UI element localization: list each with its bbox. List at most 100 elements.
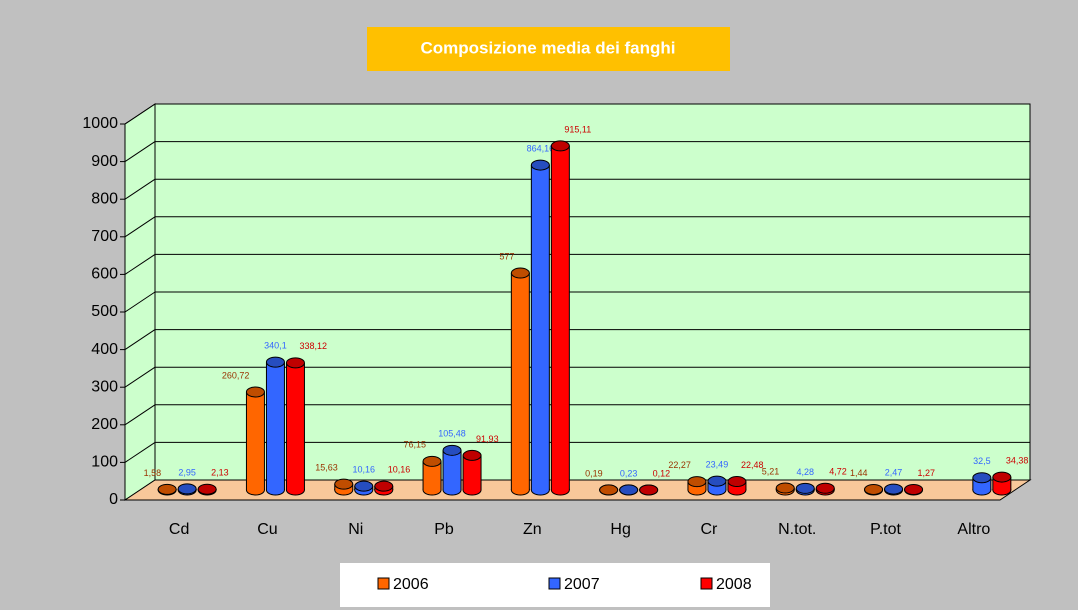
bar	[775, 482, 795, 496]
grid-line	[124, 253, 156, 275]
bar	[462, 449, 482, 496]
bar-top	[707, 475, 727, 487]
bar-top	[972, 472, 992, 484]
value-label: 2,95	[178, 467, 196, 477]
value-label: 577	[499, 251, 514, 261]
grid-line	[124, 103, 156, 125]
bar	[795, 482, 815, 496]
bar	[639, 484, 659, 496]
value-label: 10,16	[352, 465, 375, 475]
bar-body	[531, 165, 550, 490]
y-tick-label: 300	[91, 378, 118, 395]
bar-top	[884, 483, 904, 495]
bar-top	[245, 386, 265, 398]
bar	[157, 483, 177, 496]
bar	[334, 478, 354, 496]
bar-body	[246, 391, 265, 490]
grid-line	[124, 216, 156, 238]
value-label: 32,5	[973, 456, 991, 466]
value-label: 915,11	[564, 124, 591, 134]
legend-label: 2007	[564, 576, 600, 593]
value-label: 1,58	[144, 468, 162, 478]
bar-top	[442, 444, 462, 456]
bar	[442, 444, 462, 496]
value-label: 338,12	[299, 341, 327, 351]
value-label: 0,19	[585, 468, 603, 478]
x-tick-label: P.tot	[870, 521, 901, 538]
bar	[245, 386, 265, 496]
y-tick-label: 500	[91, 303, 118, 320]
bar	[530, 159, 550, 496]
value-label: 5,21	[762, 466, 780, 476]
legend-swatch	[548, 577, 561, 590]
bar	[422, 455, 442, 496]
value-label: 2,13	[211, 468, 229, 478]
bar-top	[285, 357, 305, 369]
bar-top	[904, 484, 924, 496]
bar-top	[177, 483, 197, 495]
value-label: 864,16	[527, 143, 555, 153]
grid-line	[124, 366, 156, 388]
value-label: 340,1	[264, 340, 287, 350]
value-label: 15,63	[315, 462, 338, 472]
bar-top	[795, 482, 815, 494]
bar-top	[992, 471, 1012, 483]
value-label: 1,44	[850, 468, 868, 478]
bar-top	[422, 455, 442, 467]
bar	[265, 356, 285, 496]
bar	[972, 472, 992, 496]
value-label: 2,47	[885, 467, 903, 477]
bar	[285, 357, 305, 496]
value-label: 22,27	[668, 460, 691, 470]
x-tick-label: Zn	[523, 521, 542, 538]
value-label: 0,12	[653, 468, 671, 478]
y-tick-label: 200	[91, 416, 118, 433]
bar-top	[619, 484, 639, 496]
bar	[687, 476, 707, 496]
bar-top	[265, 356, 285, 368]
legend-label: 2006	[393, 576, 429, 593]
value-label: 91,93	[476, 434, 499, 444]
bar-top	[639, 484, 659, 496]
bar	[884, 483, 904, 496]
value-label: 260,72	[222, 370, 250, 380]
value-label: 105,48	[438, 429, 466, 439]
grid-line	[124, 329, 156, 351]
value-label: 34,38	[1006, 455, 1029, 465]
grid-line	[124, 441, 156, 463]
bar	[707, 475, 727, 496]
bar-top	[374, 480, 394, 492]
y-tick-label: 900	[91, 153, 118, 170]
y-tick-label: 700	[91, 228, 118, 245]
bar-body	[286, 362, 305, 490]
x-tick-label: Cd	[169, 521, 189, 538]
y-tick-label: 1000	[82, 115, 118, 132]
x-tick-label: Hg	[610, 521, 630, 538]
x-tick-label: Altro	[957, 521, 990, 538]
bar	[599, 484, 619, 496]
bar	[904, 484, 924, 496]
bar	[374, 480, 394, 496]
x-tick-label: Cu	[257, 521, 277, 538]
title-box	[367, 27, 730, 71]
value-label: 4,28	[796, 467, 814, 477]
bar-body	[423, 461, 442, 490]
bar-top	[864, 483, 884, 495]
bar-top	[197, 483, 217, 495]
y-tick-label: 600	[91, 266, 118, 283]
bar-body	[443, 450, 462, 490]
value-label: 10,16	[388, 465, 411, 475]
value-label: 4,72	[829, 467, 847, 477]
y-tick-label: 800	[91, 190, 118, 207]
bar-top	[775, 482, 795, 494]
bar-top	[599, 484, 619, 496]
y-tick-label: 0	[109, 491, 118, 508]
bar-top	[334, 478, 354, 490]
value-label: 22,48	[741, 460, 764, 470]
grid-line	[124, 178, 156, 200]
bar	[815, 482, 835, 496]
bar-body	[511, 273, 530, 490]
value-label: 1,27	[918, 468, 936, 478]
legend-swatch	[700, 577, 713, 590]
